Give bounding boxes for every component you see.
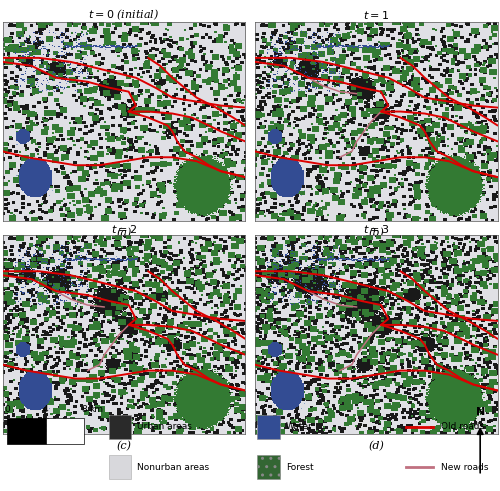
- Bar: [258, 414, 280, 439]
- Text: Forest: Forest: [286, 463, 314, 471]
- Text: (b): (b): [368, 228, 384, 238]
- Text: Nonurban areas: Nonurban areas: [137, 463, 210, 471]
- Bar: [109, 414, 131, 439]
- Text: New roads: New roads: [440, 463, 488, 471]
- Text: Old roads: Old roads: [440, 422, 484, 431]
- Text: N: N: [476, 407, 485, 417]
- Text: 8: 8: [82, 405, 87, 414]
- Text: Water: Water: [286, 422, 312, 431]
- Title: $t=2$: $t=2$: [111, 222, 137, 235]
- Bar: [8, 418, 46, 444]
- Text: km: km: [89, 405, 103, 414]
- Bar: [258, 455, 280, 479]
- Text: 4: 4: [43, 405, 49, 414]
- Title: $t=0$ (initial): $t=0$ (initial): [88, 7, 160, 22]
- Bar: [109, 455, 131, 479]
- Text: 0: 0: [4, 405, 10, 414]
- Text: (a): (a): [116, 228, 132, 238]
- Text: (c): (c): [116, 441, 132, 452]
- Text: (d): (d): [368, 441, 384, 452]
- Title: $t=1$: $t=1$: [363, 9, 389, 21]
- Title: $t=3$: $t=3$: [363, 222, 389, 235]
- Bar: [46, 418, 84, 444]
- Text: Urban areas: Urban areas: [137, 422, 192, 431]
